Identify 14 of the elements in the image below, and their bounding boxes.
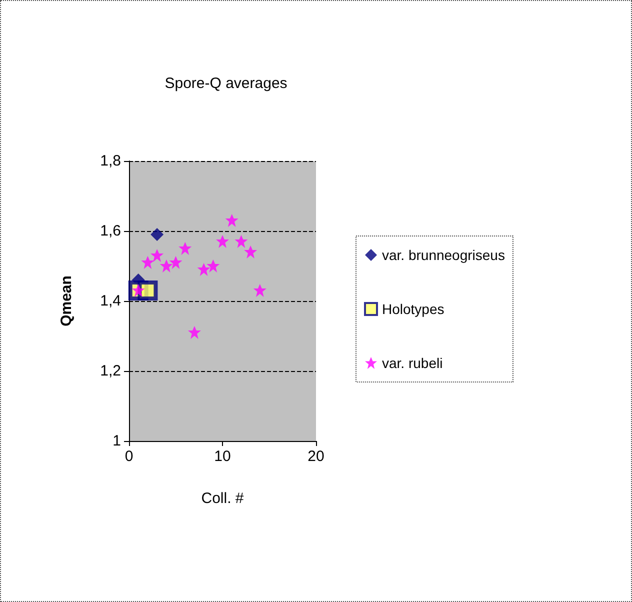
chart-title: Spore-Q averages <box>164 75 288 92</box>
y-tick-label: 1,8 <box>100 152 121 170</box>
legend-label: var. rubeli <box>382 355 443 371</box>
legend-label: var. brunneogriseus <box>382 247 505 263</box>
x-axis-title: Coll. # <box>201 490 244 507</box>
y-tick-label: 1 <box>112 432 121 450</box>
x-tick-label: 20 <box>308 448 324 465</box>
legend-label: Holotypes <box>382 301 444 317</box>
y-tick-label: 1,4 <box>100 292 121 310</box>
x-tick-label: 0 <box>124 448 134 465</box>
x-tick-label: 10 <box>214 448 231 465</box>
y-axis-title: Qmean <box>58 276 75 326</box>
y-tick-label: 1,6 <box>100 222 121 240</box>
y-tick-label: 1,2 <box>100 362 121 380</box>
